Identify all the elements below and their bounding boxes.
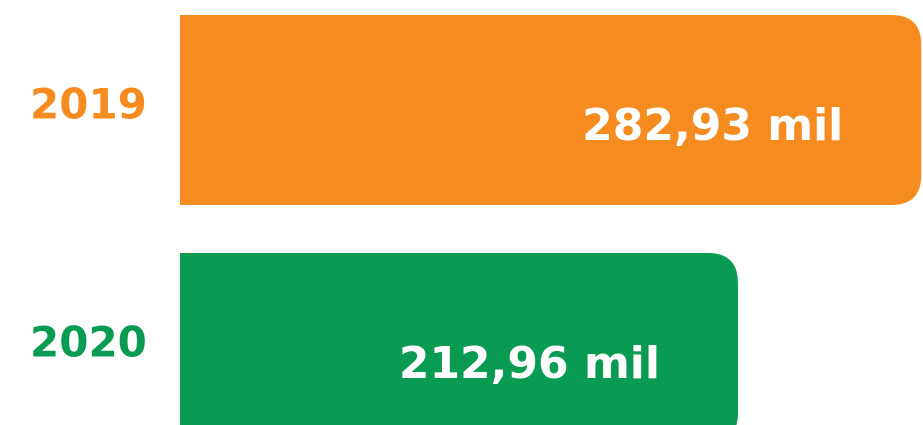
category-label: 2019: [30, 80, 147, 129]
bar: [180, 253, 738, 425]
bar: [180, 15, 922, 205]
value-label: 282,93 mil: [582, 100, 843, 151]
category-label: 2020: [30, 318, 147, 367]
value-label: 212,96 mil: [399, 338, 660, 389]
